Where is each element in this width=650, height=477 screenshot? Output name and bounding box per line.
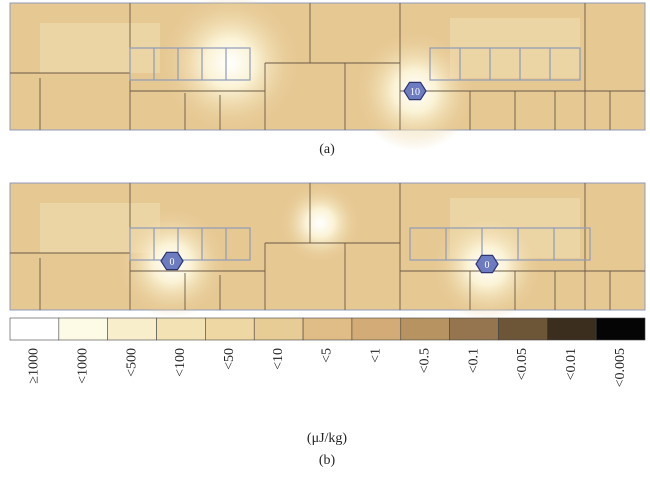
- legend-label: <0.1: [466, 348, 481, 373]
- source-marker: [160, 251, 184, 271]
- legend-label: <10: [271, 348, 286, 370]
- marker-label: 0: [170, 257, 175, 268]
- legend-unit: (μJ/kg): [307, 431, 348, 446]
- legend-swatch: [351, 317, 402, 341]
- source-marker: [475, 254, 499, 274]
- room: [129, 47, 251, 81]
- room: [429, 47, 581, 81]
- marker-label: 0: [485, 260, 490, 271]
- panel-label: (b): [319, 453, 336, 468]
- legend-label: <50: [222, 348, 237, 370]
- legend-swatch: [547, 317, 597, 341]
- legend-label: <0.005: [613, 348, 628, 387]
- legend-swatch: [156, 317, 206, 341]
- legend-swatch: [595, 317, 646, 341]
- room: [409, 227, 591, 261]
- legend-label: <1: [369, 348, 384, 363]
- legend-swatch: [302, 317, 353, 341]
- legend-label: <0.05: [515, 348, 530, 380]
- legend-label: <5: [320, 348, 335, 363]
- legend-label: <1000: [75, 348, 90, 384]
- legend-swatch: [400, 317, 450, 341]
- legend-swatch: [107, 317, 157, 341]
- floor-plan: 10: [9, 0, 646, 151]
- dose-hotspot: [280, 183, 360, 263]
- legend-label: <0.5: [417, 348, 432, 373]
- room: [129, 227, 251, 261]
- legend-label: ≥1000: [27, 348, 42, 384]
- legend-label: <500: [124, 348, 139, 377]
- legend-swatch: [253, 317, 304, 341]
- source-marker: [403, 81, 427, 101]
- marker-label: 10: [410, 87, 420, 98]
- legend-label: <100: [173, 348, 188, 377]
- legend-swatch: [449, 317, 499, 341]
- legend-swatch: [58, 317, 108, 341]
- legend-swatch: [498, 317, 548, 341]
- panel-label: (a): [319, 142, 335, 157]
- legend-swatch: [205, 317, 255, 341]
- legend-label: <0.01: [564, 348, 579, 380]
- legend-swatch: [9, 317, 60, 341]
